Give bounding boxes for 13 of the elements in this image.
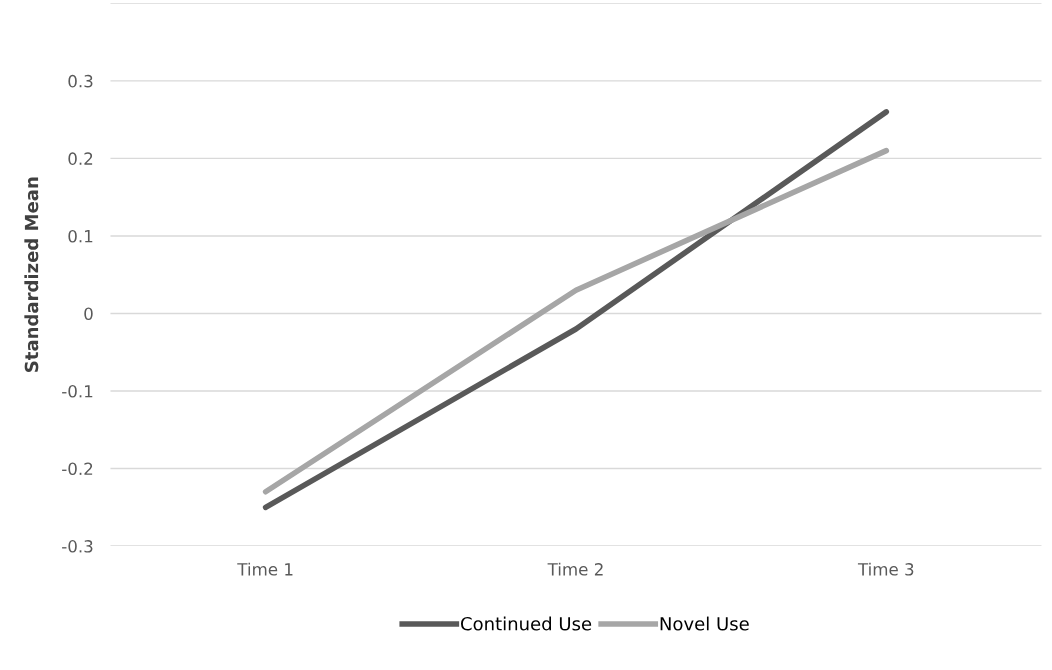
y-tick-label: -0.1	[62, 384, 93, 398]
y-tick-label: 0.1	[68, 229, 93, 243]
x-tick-label: Time 1	[237, 562, 293, 576]
y-tick-label: -0.3	[62, 540, 93, 553]
x-tick-label: Time 3	[857, 562, 914, 576]
legend-label: Continued Use	[460, 616, 592, 631]
y-tick-label: 0.2	[68, 152, 93, 165]
x-tick-label: Time 2	[547, 562, 603, 576]
y-tick-label: 0	[84, 307, 93, 321]
legend-label: Novel Use	[660, 616, 749, 631]
y-axis-title: Standardized Mean	[24, 177, 39, 372]
y-tick-label: -0.2	[62, 462, 93, 476]
y-tick-label: 0.3	[68, 74, 93, 88]
